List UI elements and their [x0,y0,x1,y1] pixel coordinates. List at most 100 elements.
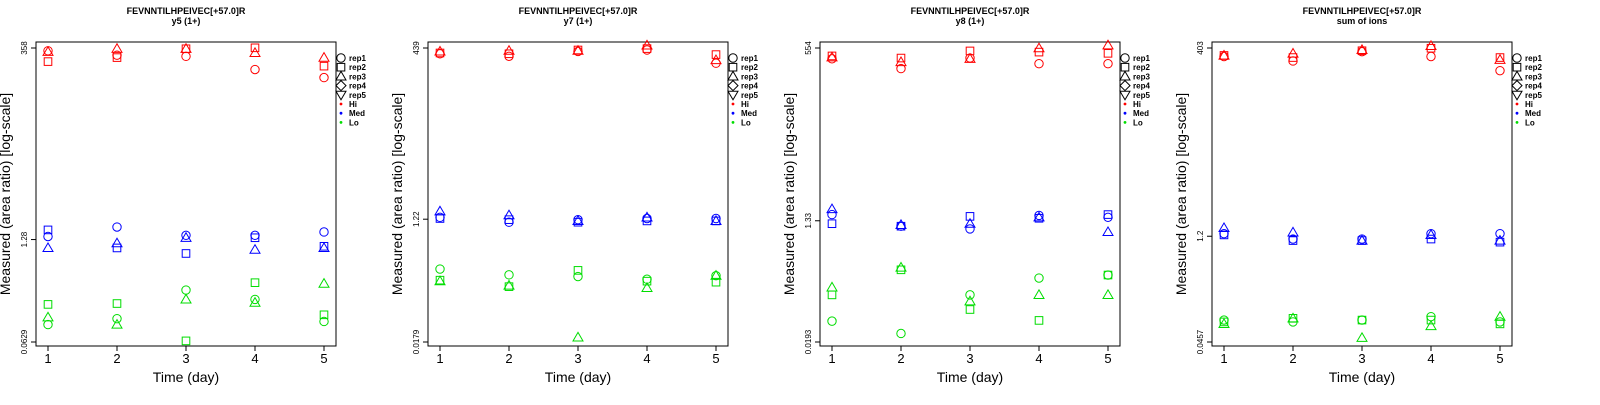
legend-symbol-rep2 [728,62,738,72]
data-point-rep3-hi [1102,39,1114,50]
data-point-rep3-hi [42,45,54,56]
data-point-rep2-hi [711,50,721,59]
legend-label-rep3: rep3 [1525,72,1542,81]
data-point-rep3-med [42,241,54,253]
chart-subtitle: sum of ions [1337,16,1388,26]
data-point-rep3-med [1494,234,1506,245]
data-point-rep1-lo [827,316,837,326]
data-point-rep3-hi [1218,49,1230,60]
chart-subtitle: y5 (1+) [172,16,201,26]
legend-dot-med [339,111,343,115]
data-point-rep1-hi [827,54,837,64]
data-point-rep3-med [964,217,976,228]
data-point-rep3-hi [1287,47,1299,58]
data-point-rep1-hi [43,46,53,56]
data-point-rep3-lo [249,296,261,307]
data-point-rep1-lo [43,319,53,330]
plot-frame [35,41,337,347]
x-tick-label: 5 [712,351,719,366]
legend-symbol-rep1 [1120,53,1130,63]
data-point-rep3-hi [826,51,838,62]
data-point-rep2-med [1103,210,1113,219]
legend-label-rep4: rep4 [1133,82,1150,91]
data-point-rep1-lo [1034,273,1044,283]
chart-panel-2: FEVNNTILHPEIVEC[+57.0]Ry7 (1+) 1 2 3 4 5 Time … [389,6,758,385]
data-point-rep1-hi [181,51,191,62]
data-point-rep3-lo [111,318,123,329]
y-tick-label: 358 [20,41,29,55]
legend-label-lo: Lo [349,118,359,127]
data-point-rep1-lo [504,270,514,280]
x-axis-label: Time (day) [545,369,611,385]
legend-dot-med [1123,111,1127,115]
data-point-rep1-hi [1103,59,1113,69]
legend-symbol-rep4 [1511,79,1523,92]
data-point-rep1-lo [573,271,583,282]
legend-symbol-rep2 [1120,62,1130,72]
data-point-rep1-med [43,231,53,242]
chart-title: FEVNNTILHPEIVEC[+57.0]R [911,6,1030,16]
legend-dot-hi [1123,102,1127,106]
legend-symbol-rep4 [727,79,739,92]
y-axis-label: Measured (area ratio) [log-scale] [0,93,13,295]
y-tick-label: 1.28 [20,231,29,247]
legend-label-rep5: rep5 [1133,91,1150,100]
legend-symbol-rep3 [727,70,739,81]
data-point-rep3-hi [572,44,584,55]
data-point-rep3-med [503,209,515,220]
data-point-rep3-med [434,205,446,216]
data-point-rep3-med [111,237,123,248]
data-point-rep3-lo [964,295,976,306]
data-point-rep1-lo [319,316,329,327]
data-point-rep1-med [319,227,329,237]
y-axis-label: Measured (area ratio) [log-scale] [389,93,405,295]
data-point-rep3-lo [1287,312,1299,323]
data-point-rep1-med [1495,228,1505,239]
data-point-rep3-lo [641,281,653,292]
x-tick-label: 5 [1496,351,1503,366]
data-point-rep2-lo [43,300,53,309]
x-tick-label: 1 [828,351,835,366]
y-tick-label: 403 [1196,41,1205,55]
data-point-rep3-lo [1102,288,1114,299]
data-point-rep3-med [249,243,261,254]
y-tick-label: 0.0629 [20,329,29,354]
data-point-rep3-lo [1494,310,1506,321]
x-tick-label: 3 [966,351,973,366]
data-point-rep1-hi [250,64,260,75]
data-point-rep1-hi [504,51,514,62]
data-point-rep1-hi [1426,51,1436,62]
data-point-rep3-lo [1425,319,1437,331]
legend-symbol-rep1 [728,53,738,63]
legend-symbol-rep5 [1511,90,1523,101]
data-point-rep3-med [1033,211,1045,222]
data-point-rep2-hi [112,53,122,62]
x-tick-label: 4 [1427,351,1434,366]
x-tick-label: 3 [1358,351,1365,366]
x-tick-label: 3 [574,351,581,366]
legend-symbol-rep2 [1512,62,1522,72]
legend-symbol-rep4 [1119,79,1131,92]
data-point-rep2-lo [1103,270,1113,280]
legend-label-rep5: rep5 [1525,91,1542,100]
data-point-rep1-lo [1103,270,1113,280]
data-point-rep1-hi [642,45,652,55]
data-point-rep2-med [827,219,837,229]
data-point-rep3-med [1218,221,1230,233]
chart-subtitle: y8 (1+) [956,16,985,26]
data-point-rep2-hi [1103,49,1113,58]
legend-label-med: Med [1525,109,1541,118]
legend-label-rep2: rep2 [349,63,366,72]
legend-label-lo: Lo [1525,118,1535,127]
data-point-rep1-lo [965,290,975,300]
data-point-rep1-med [181,230,191,241]
legend-symbol-rep5 [1119,90,1131,101]
legend-label-med: Med [741,109,757,118]
data-point-rep3-med [641,211,653,222]
legend-label-rep1: rep1 [1525,54,1542,63]
x-tick-label: 3 [182,351,189,366]
data-point-rep3-hi [710,54,722,65]
legend-dot-lo [1515,121,1519,124]
